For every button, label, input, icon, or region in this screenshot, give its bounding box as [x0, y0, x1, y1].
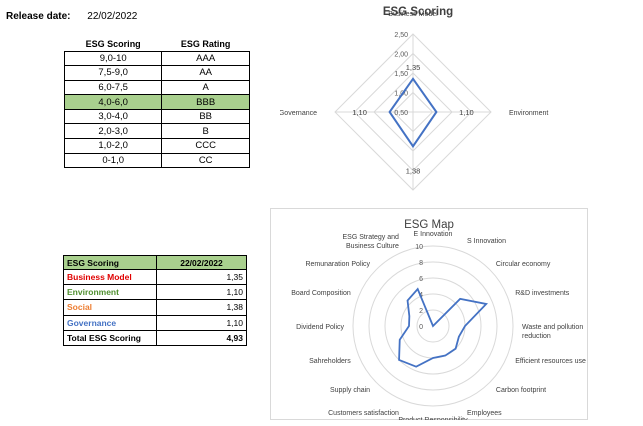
col-header-rating: ESG Rating — [161, 38, 250, 52]
axis-label: Carbon footprint — [496, 387, 546, 394]
esg-scoring-radar-chart: ESG Scoring 0,501,001,502,002,50 1,351,1… — [280, 6, 548, 191]
data-label: 1,10 — [352, 108, 367, 117]
table-row: 0-1,0 CC — [63, 152, 250, 169]
data-label: 1,10 — [459, 108, 474, 117]
esg-score-table: ESG Scoring 22/02/2022 Business Model 1,3… — [63, 255, 247, 346]
score-range-cell: 4,0-6,0 — [63, 94, 163, 110]
tick-label: 8 — [419, 260, 423, 267]
score-value: 1,35 — [156, 268, 247, 286]
table-row: Business Model 1,35 — [63, 268, 247, 286]
score-header-label: ESG Scoring — [63, 255, 157, 270]
table-row-highlighted: 4,0-6,0 BBB — [63, 94, 250, 110]
radar-series — [388, 77, 438, 149]
score-value: 1,10 — [156, 284, 247, 301]
axis-label: Product Responsibility — [398, 417, 468, 420]
axis-label: S Innovation — [467, 238, 506, 245]
score-label-total: Total ESG Scoring — [63, 329, 157, 346]
tick-label: 10 — [415, 244, 423, 251]
axis-label: R&D investments — [515, 290, 570, 297]
chart-title: ESG Map — [404, 219, 454, 231]
rating-scale-table: ESG Scoring ESG Rating 9,0-10 AAA 7,5-9,0… — [63, 38, 250, 169]
score-range-cell: 0-1,0 — [63, 152, 163, 169]
score-range-cell: 1,0-2,0 — [63, 138, 163, 154]
score-range-cell: 3,0-4,0 — [63, 108, 163, 125]
rating-cell: BBB — [161, 94, 250, 110]
score-value: 1,10 — [156, 314, 247, 331]
tick-label: 1,50 — [394, 71, 408, 78]
rating-cell: AAA — [161, 50, 250, 67]
rating-cell: AA — [161, 65, 250, 81]
tick-label: 0,50 — [394, 110, 408, 117]
axis-label: Efficient resources use — [515, 358, 586, 365]
tick-label: 0 — [419, 324, 423, 331]
score-range-cell: 7,5-9,0 — [63, 65, 163, 81]
score-range-cell: 9,0-10 — [63, 50, 163, 67]
table-row: 6,0-7,5 A — [63, 79, 250, 96]
score-label-governance: Governance — [63, 314, 157, 331]
table-row: Social 1,38 — [63, 299, 247, 316]
table-row: 1,0-2,0 CCC — [63, 138, 250, 154]
score-value-total: 4,93 — [156, 329, 247, 346]
rating-cell: B — [161, 123, 250, 140]
table-row: Governance 1,10 — [63, 314, 247, 331]
tick-label: 2,50 — [394, 32, 408, 39]
radar-axis-labels: E Innovation S Innovation Circular economy… — [291, 231, 586, 420]
score-range-cell: 6,0-7,5 — [63, 79, 163, 96]
axis-label: Environment — [509, 110, 548, 117]
data-label: 1,35 — [406, 63, 421, 72]
axis-label: Business Model — [388, 11, 438, 18]
score-label-social: Social — [63, 299, 157, 316]
data-label: 1,38 — [406, 166, 421, 175]
rating-cell: BB — [161, 108, 250, 125]
score-label-environment: Environment — [63, 284, 157, 301]
axis-label: Governance — [280, 110, 317, 117]
axis-label: Sahreholders — [309, 358, 351, 365]
tick-label: 2 — [419, 308, 423, 315]
radar-grid — [334, 33, 492, 191]
axis-label: Employees — [467, 410, 502, 417]
grid-ring — [368, 261, 498, 391]
table-row: 9,0-10 AAA — [63, 50, 250, 67]
table-row: 3,0-4,0 BB — [63, 108, 250, 125]
col-header-scoring: ESG Scoring — [64, 38, 162, 52]
radar-series — [398, 287, 489, 368]
axis-label: Supply chain — [330, 387, 370, 394]
axis-label: Board Composition — [291, 290, 351, 297]
axis-label: E Innovation — [414, 231, 453, 238]
axis-label: Waste and pollution reduction — [522, 324, 583, 340]
radar-value-labels: 1,35 1,10 1,38 1,10 — [352, 63, 473, 175]
radar-axis-labels: Business ModelEnvironmentSocialGovernanc… — [280, 11, 548, 117]
release-label: Release date: — [6, 11, 71, 22]
axis-label: ESG Strategy and Business Culture — [343, 234, 400, 250]
score-range-cell: 2,0-3,0 — [63, 123, 163, 140]
rating-cell: CC — [161, 152, 250, 169]
table-row: Environment 1,10 — [63, 284, 247, 301]
tick-label: 2,00 — [394, 52, 408, 59]
score-value: 1,38 — [156, 299, 247, 316]
grid-ring — [384, 277, 482, 375]
grid-ring — [416, 309, 450, 343]
score-label-business-model: Business Model — [63, 268, 157, 286]
release-info: Release date: 22/02/2022 — [6, 11, 137, 22]
esg-map-chart-frame — [270, 208, 588, 420]
release-date: 22/02/2022 — [87, 11, 138, 22]
axis-label: Customers satisfaction — [328, 410, 399, 417]
table-row-total: Total ESG Scoring 4,93 — [63, 329, 247, 346]
rating-cell: CCC — [161, 138, 250, 154]
series-line — [398, 287, 489, 368]
axis-label: Remunaration Policy — [305, 261, 370, 268]
tick-label: 6 — [419, 276, 423, 283]
rating-cell: A — [161, 79, 250, 96]
axis-label: Dividend Policy — [296, 324, 344, 331]
table-row: 7,5-9,0 AA — [63, 65, 250, 81]
score-header-date: 22/02/2022 — [156, 255, 247, 270]
axis-label: Circular economy — [496, 261, 551, 268]
table-row: 2,0-3,0 B — [63, 123, 250, 140]
grid-ring — [352, 245, 514, 407]
chart-title: ESG Scoring — [383, 6, 453, 18]
series-line — [388, 77, 438, 149]
